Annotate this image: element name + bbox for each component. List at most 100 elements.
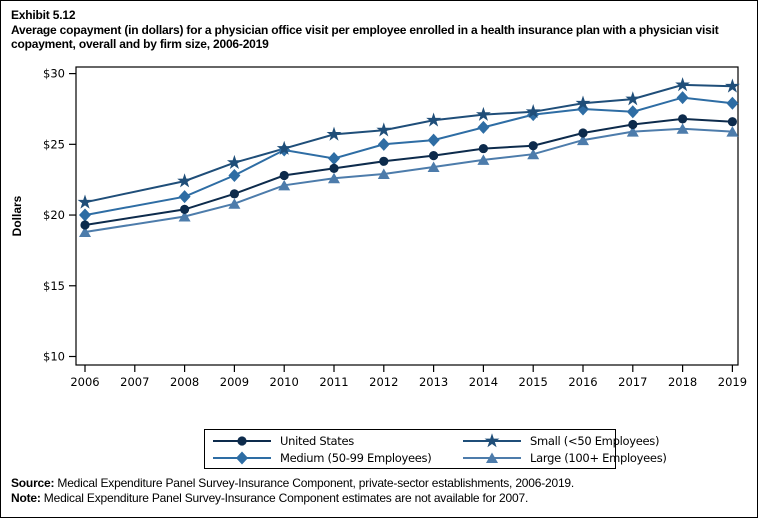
series-markers-large-100-employees [79,123,739,238]
circle-marker-icon [478,143,488,154]
star-marker-icon [226,154,242,170]
triangle-marker-icon [477,154,490,165]
legend-item-medium-50-99-employees: Medium (50-99 Employees) [213,450,463,466]
star-marker-icon [575,95,591,110]
legend-item-small-50-employees: Small (<50 Employees) [463,432,667,449]
chart-legend: United States Medium (50-99 Employees) Sma… [204,429,667,469]
x-tick-label: 2010 [270,375,299,389]
x-tick-label: 2011 [319,375,348,389]
diamond-marker-icon [178,190,191,204]
circle-marker-icon [80,220,90,230]
x-tick-label: 2019 [718,375,747,389]
diamond-marker-icon [427,133,440,147]
y-tick-label: $25 [43,137,65,151]
triangle-marker-icon [328,172,340,184]
star-marker-icon [276,140,292,155]
legend-label: Small (<50 Employees) [530,433,660,448]
x-tick-label: 2008 [170,375,199,389]
y-axis-title: Dollars [10,195,24,236]
note-text: Medical Expenditure Panel Survey-Insuran… [40,491,529,505]
star-marker-icon [675,77,691,92]
x-tick-label: 2014 [469,375,498,389]
diamond-marker-icon [377,137,390,151]
circle-marker-icon [678,114,688,124]
footer-block: Source: Medical Expenditure Panel Survey… [11,476,753,506]
star-marker-icon [484,432,500,447]
legend-label: United States [280,433,354,448]
circle-marker-icon [237,435,247,446]
series-markers-small-50-employees [77,77,740,209]
x-tick-label: 2015 [519,375,548,389]
x-tick-label: 2016 [568,375,597,389]
triangle-marker-icon [527,148,540,160]
circle-marker-icon [429,151,439,161]
circle-marker-icon [180,204,190,214]
x-tick-label: 2013 [419,375,448,389]
legend-marker-star [463,432,521,447]
x-tick-label: 2017 [618,375,647,389]
source-label: Source: [11,476,55,490]
x-tick-label: 2009 [220,375,249,389]
triangle-marker-icon [626,126,639,137]
legend-marker-diamond [213,451,271,464]
diamond-marker-icon [726,96,739,110]
triangle-marker-icon [228,198,241,209]
y-tick-label: $10 [43,350,65,364]
circle-marker-icon [279,170,289,181]
triangle-marker-icon [577,134,589,146]
legend-marker-triangle [463,452,521,463]
triangle-marker-icon [427,161,440,172]
source-text: Medical Expenditure Panel Survey-Insuran… [54,476,575,490]
diamond-marker-icon [228,168,241,182]
x-tick-label: 2018 [668,375,697,389]
x-tick-label: 2007 [120,375,149,389]
circle-marker-icon [528,141,538,151]
circle-marker-icon [578,128,588,138]
star-marker-icon [376,122,392,137]
star-marker-icon [77,194,93,209]
chart-title: Average copayment (in dollars) for a phy… [11,22,719,52]
star-marker-icon [475,106,491,121]
triangle-marker-icon [278,179,291,191]
star-marker-icon [326,126,342,141]
title-block: Exhibit 5.12 Average copayment (in dolla… [11,8,753,52]
y-tick-label: $30 [43,67,65,81]
triangle-marker-icon [178,210,191,222]
triangle-marker-icon [486,452,498,463]
star-marker-icon [525,103,541,119]
legend-label: Large (100+ Employees) [530,450,667,465]
circle-marker-icon [329,163,339,173]
triangle-marker-icon [676,123,689,134]
diamond-marker-icon [676,91,689,105]
star-marker-icon [724,78,740,93]
y-tick-label: $15 [43,279,65,293]
star-marker-icon [426,112,442,127]
legend-marker-circle [213,435,271,446]
circle-marker-icon [229,189,239,199]
triangle-marker-icon [377,168,390,180]
diamond-marker-icon [79,208,91,222]
y-tick-label: $20 [43,208,65,222]
series-markers-united-states [80,114,738,230]
exhibit-label: Exhibit 5.12 [11,8,76,22]
diamond-marker-icon [626,105,639,119]
triangle-marker-icon [79,226,91,238]
line-chart: $10 $15 $20 $25 $30 2006 2007 2008 2009 2010 2011 2… [10,66,747,389]
source-line: Source: Medical Expenditure Panel Survey… [11,476,753,491]
diamond-marker-icon [477,120,490,134]
legend-item-large-100-employees: Large (100+ Employees) [463,450,667,466]
triangle-marker-icon [726,126,739,137]
star-marker-icon [177,173,193,188]
circle-marker-icon [628,119,638,130]
legend-label: Medium (50-99 Employees) [280,450,432,465]
note-label: Note: [11,491,41,505]
legend-item-united-states: United States [213,433,463,449]
x-tick-label: 2012 [369,375,398,389]
plot-frame [75,66,739,366]
diamond-marker-icon [236,451,248,464]
diamond-marker-icon [328,151,340,165]
circle-marker-icon [727,117,738,127]
star-marker-icon [625,91,641,106]
x-tick-label: 2006 [70,375,99,389]
